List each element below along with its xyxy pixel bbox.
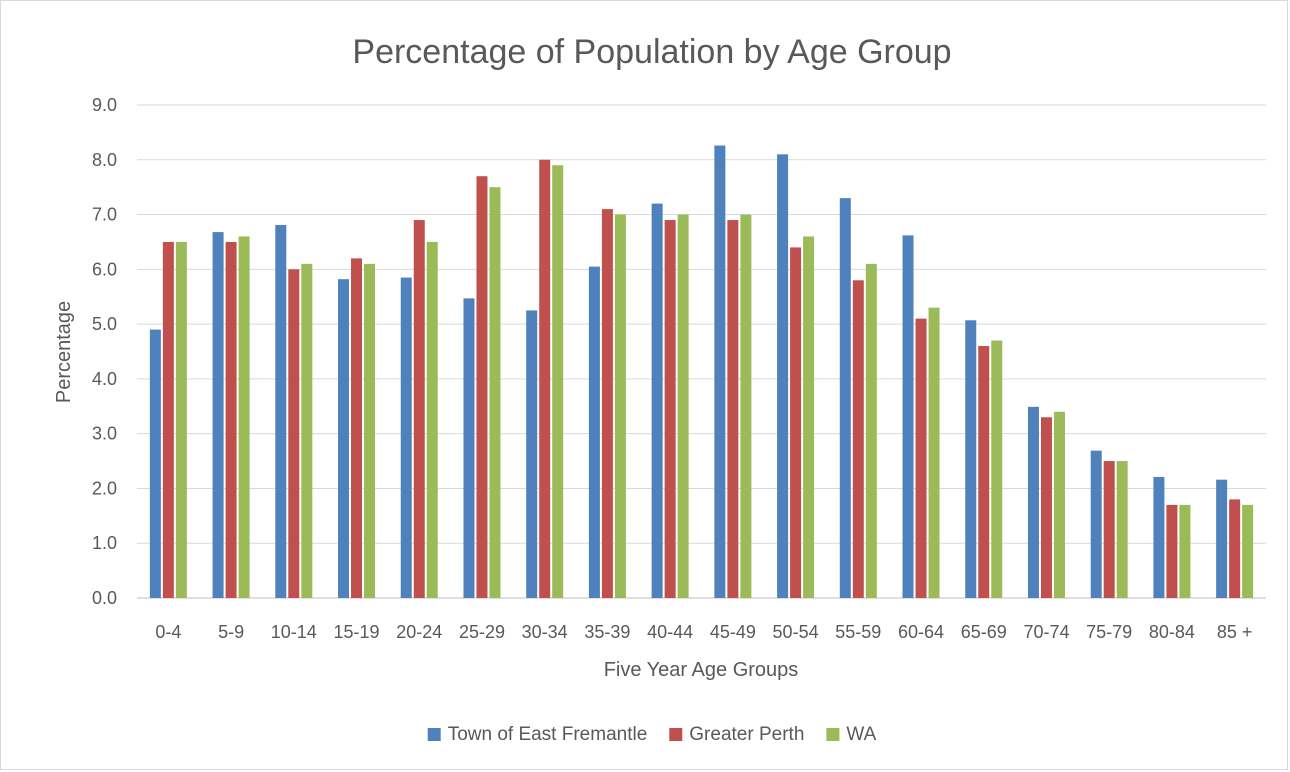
bar-15-19-series-0 [338,279,349,598]
x-tick-label: 60-64 [898,622,944,642]
bar-40-44-series-0 [652,204,663,598]
x-tick-label: 30-34 [522,622,568,642]
bars [150,146,1253,598]
bar-25-29-series-1 [476,176,487,598]
bar-70-74-series-1 [1041,417,1052,598]
bar-55-59-series-2 [866,264,877,598]
bar-15-19-series-2 [364,264,375,598]
bar-10-14-series-0 [275,225,286,598]
bar-85-series-2 [1242,505,1253,598]
bar-70-74-series-2 [1054,412,1065,598]
bar-80-84-series-2 [1179,505,1190,598]
y-tick-label: 7.0 [92,205,117,225]
bar-65-69-series-2 [991,341,1002,598]
bar-30-34-series-1 [539,160,550,598]
y-tick-label: 4.0 [92,369,117,389]
bar-60-64-series-0 [903,235,914,598]
legend-label: WA [846,724,876,745]
bar-80-84-series-1 [1166,505,1177,598]
bar-25-29-series-0 [463,298,474,598]
legend-swatch [428,728,441,741]
legend-swatch [826,728,839,741]
bar-70-74-series-0 [1028,407,1039,598]
bar-85-series-1 [1229,499,1240,598]
y-axis-title: Percentage [53,301,75,403]
x-tick-label: 45-49 [710,622,756,642]
y-tick-label: 9.0 [92,95,117,115]
x-tick-label: 20-24 [396,622,442,642]
bar-35-39-series-2 [615,215,626,598]
x-tick-label: 50-54 [773,622,819,642]
x-tick-label: 25-29 [459,622,505,642]
bar-50-54-series-2 [803,236,814,598]
bar-10-14-series-2 [301,264,312,598]
bar-0-4-series-1 [163,242,174,598]
bar-65-69-series-1 [978,346,989,598]
y-tick-label: 3.0 [92,424,117,444]
bar-55-59-series-0 [840,198,851,598]
bar-85-series-0 [1216,480,1227,598]
x-tick-label: 15-19 [334,622,380,642]
bar-75-79-series-0 [1091,451,1102,598]
bar-75-79-series-1 [1104,461,1115,598]
bar-40-44-series-1 [665,220,676,598]
x-tick-label: 70-74 [1023,622,1069,642]
bar-55-59-series-1 [853,280,864,598]
bar-5-9-series-1 [226,242,237,598]
x-axis-ticks: 0-4 5-9 10-14 15-19 20-24 25-29 30-34 35-39 40-4… [155,622,1252,642]
bar-35-39-series-1 [602,209,613,598]
bar-40-44-series-2 [678,215,689,598]
y-axis-ticks: 0.0 1.0 2.0 3.0 4.0 5.0 6.0 7.0 8.0 9.0 [92,95,117,608]
bar-45-49-series-0 [714,146,725,598]
x-axis-title: Five Year Age Groups [604,659,799,681]
bar-20-24-series-0 [401,278,412,598]
bar-30-34-series-0 [526,310,537,598]
bar-50-54-series-0 [777,154,788,598]
bar-15-19-series-1 [351,258,362,598]
x-tick-label: 85 + [1217,622,1253,642]
bar-60-64-series-1 [916,319,927,598]
bar-45-49-series-2 [740,215,751,598]
bar-10-14-series-1 [288,269,299,598]
x-tick-label: 5-9 [218,622,244,642]
chart-title: Percentage of Population by Age Group [352,33,951,71]
x-tick-label: 35-39 [584,622,630,642]
y-tick-label: 1.0 [92,533,117,553]
legend-label: Greater Perth [689,724,804,745]
bar-20-24-series-1 [414,220,425,598]
bar-30-34-series-2 [552,165,563,598]
y-tick-label: 8.0 [92,150,117,170]
x-tick-label: 55-59 [835,622,881,642]
x-tick-label: 0-4 [155,622,181,642]
bar-0-4-series-0 [150,330,161,598]
bar-45-49-series-1 [727,220,738,598]
bar-50-54-series-1 [790,247,801,598]
bar-65-69-series-0 [965,320,976,598]
bar-60-64-series-2 [929,308,940,598]
bar-80-84-series-0 [1153,477,1164,598]
bar-0-4-series-2 [176,242,187,598]
bar-75-79-series-2 [1117,461,1128,598]
bar-5-9-series-0 [213,232,224,598]
legend: Town of East Fremantle Greater Perth WA [428,724,877,745]
x-tick-label: 80-84 [1149,622,1195,642]
y-tick-label: 5.0 [92,314,117,334]
bar-35-39-series-0 [589,267,600,598]
x-tick-label: 40-44 [647,622,693,642]
y-tick-label: 0.0 [92,588,117,608]
legend-label: Town of East Fremantle [448,724,648,745]
y-tick-label: 6.0 [92,259,117,279]
legend-swatch [669,728,682,741]
x-tick-label: 65-69 [961,622,1007,642]
y-tick-label: 2.0 [92,478,117,498]
bar-20-24-series-2 [427,242,438,598]
bar-5-9-series-2 [239,236,250,598]
x-tick-label: 10-14 [271,622,317,642]
x-tick-label: 75-79 [1086,622,1132,642]
bar-25-29-series-2 [489,187,500,598]
